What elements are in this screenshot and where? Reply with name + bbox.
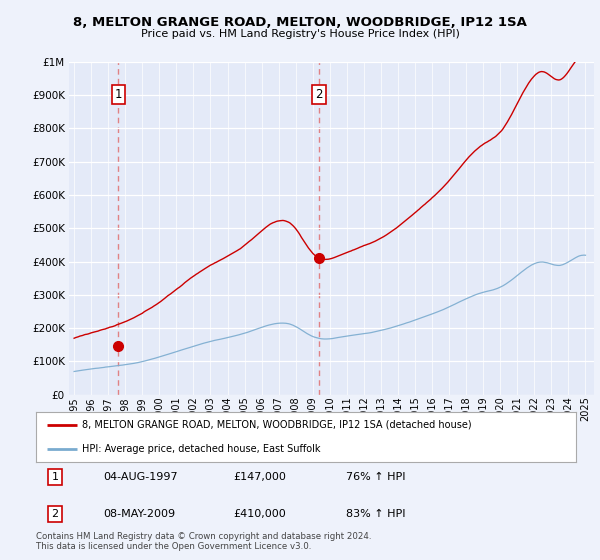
Text: 1: 1: [115, 88, 122, 101]
Text: £147,000: £147,000: [233, 472, 286, 482]
Text: 8, MELTON GRANGE ROAD, MELTON, WOODBRIDGE, IP12 1SA: 8, MELTON GRANGE ROAD, MELTON, WOODBRIDG…: [73, 16, 527, 29]
Text: 83% ↑ HPI: 83% ↑ HPI: [347, 508, 406, 519]
Text: 04-AUG-1997: 04-AUG-1997: [104, 472, 178, 482]
Text: HPI: Average price, detached house, East Suffolk: HPI: Average price, detached house, East…: [82, 444, 320, 454]
Text: 2: 2: [315, 88, 323, 101]
Text: 08-MAY-2009: 08-MAY-2009: [104, 508, 176, 519]
Text: £410,000: £410,000: [233, 508, 286, 519]
Text: Contains HM Land Registry data © Crown copyright and database right 2024.
This d: Contains HM Land Registry data © Crown c…: [36, 532, 371, 552]
Text: 1: 1: [52, 472, 58, 482]
Text: 2: 2: [52, 508, 58, 519]
Text: 76% ↑ HPI: 76% ↑ HPI: [347, 472, 406, 482]
Text: 8, MELTON GRANGE ROAD, MELTON, WOODBRIDGE, IP12 1SA (detached house): 8, MELTON GRANGE ROAD, MELTON, WOODBRIDG…: [82, 419, 472, 430]
Text: Price paid vs. HM Land Registry's House Price Index (HPI): Price paid vs. HM Land Registry's House …: [140, 29, 460, 39]
